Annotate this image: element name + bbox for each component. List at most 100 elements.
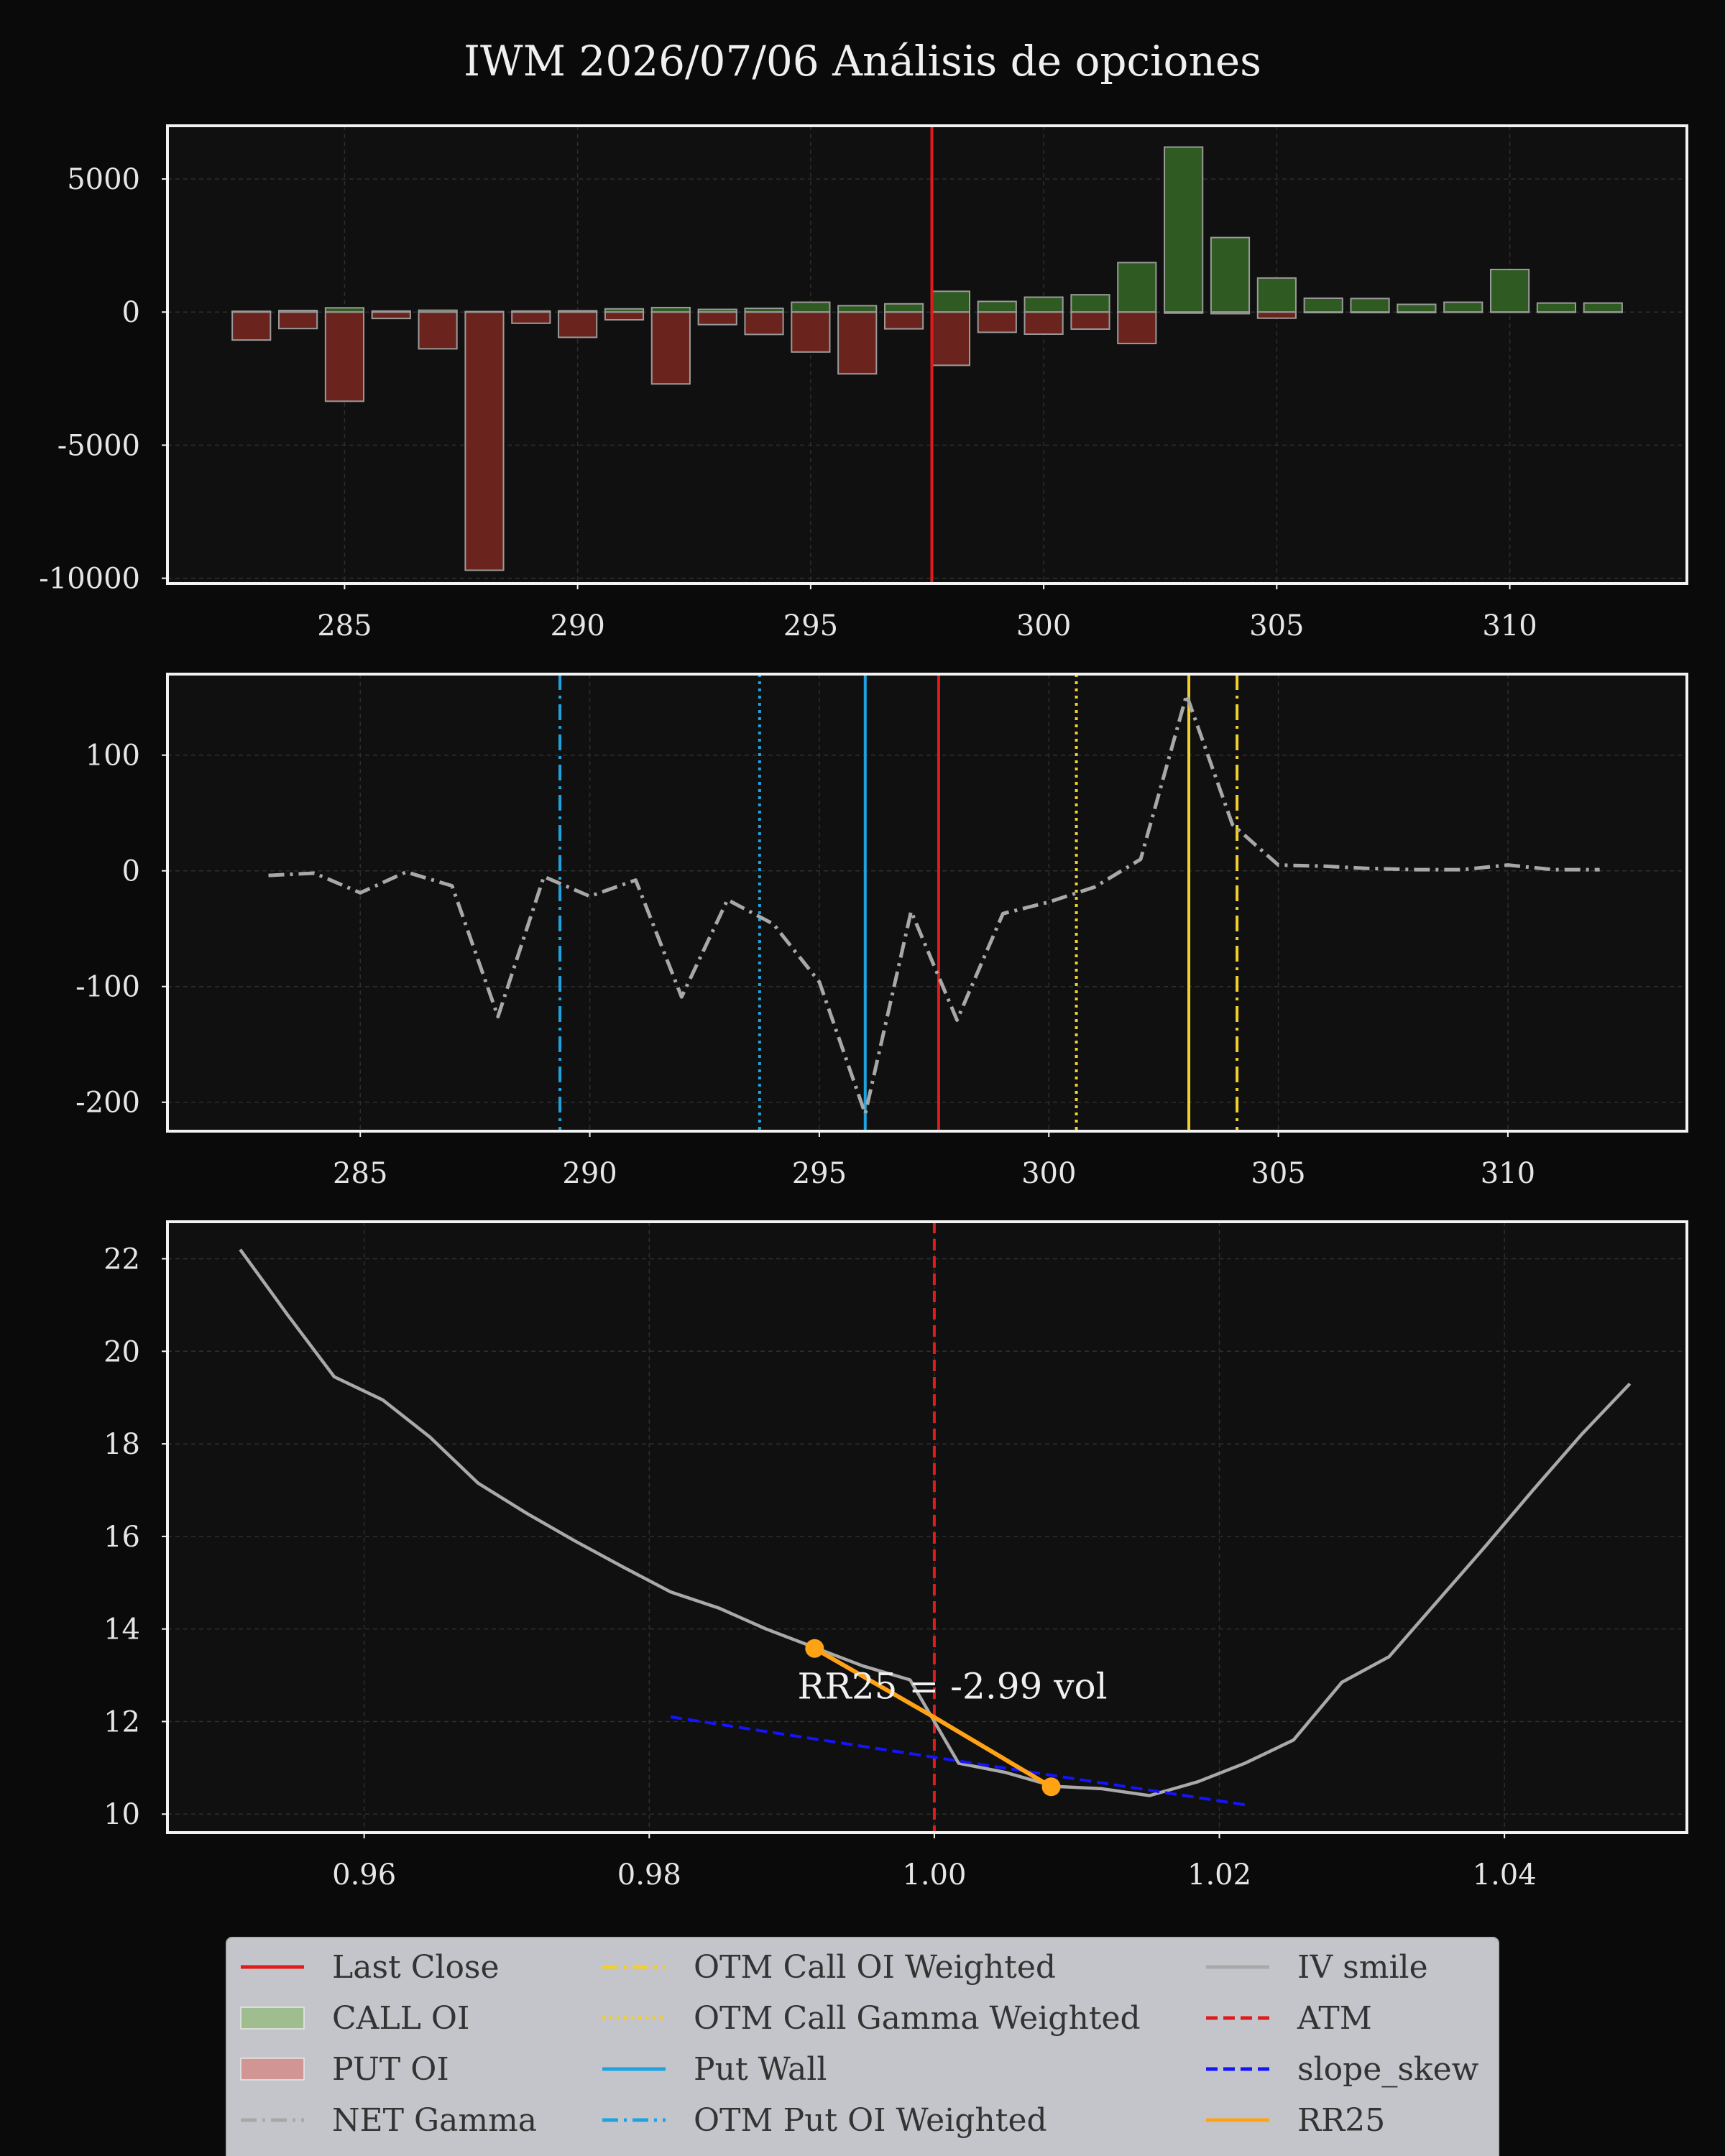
grid [167, 1222, 1687, 1833]
axes-background [167, 674, 1687, 1131]
x-tick-label: 285 [317, 609, 372, 642]
rr25-point [1041, 1777, 1061, 1797]
call-oi-bar [1303, 297, 1343, 313]
legend-item: OTM Call OI Weighted [602, 1949, 1056, 1986]
legend-label: OTM Call OI Weighted [694, 1949, 1056, 1986]
call-oi-bar [837, 305, 878, 313]
put-oi-bar [744, 311, 784, 336]
put-oi-bar [371, 311, 411, 320]
axes-background [167, 1222, 1687, 1833]
axes-frame [166, 673, 1688, 1133]
rr25-line [813, 1646, 1053, 1789]
put-oi-bar [791, 311, 831, 353]
x-tick-label: 305 [1249, 609, 1304, 642]
call-oi-bar [930, 290, 971, 313]
panel-iv-smile: 0.96 0.98 1.00 1.02 1.04 22 20 18 16 14 12 10 RR25 =… [104, 1220, 1688, 1892]
panel-net-gamma: 285 290 295 300 305 310 100 0 -100 -200 [75, 673, 1688, 1190]
legend-item: ATM [1206, 2000, 1372, 2037]
legend-swatch [240, 2058, 305, 2081]
call-oi-bar [791, 301, 831, 313]
axes-background [167, 126, 1687, 584]
legend-label: OTM Put OI Weighted [694, 2102, 1047, 2139]
legend-item: Put Wall [602, 2051, 827, 2088]
call-oi-bar [1024, 296, 1064, 313]
put-oi-bar [1164, 311, 1204, 314]
put-oi-bar [650, 311, 691, 385]
x-tick-label: 285 [333, 1157, 387, 1190]
y-tick-label: -200 [75, 1087, 140, 1120]
put-oi-bar [511, 311, 551, 324]
put-oi-bar [558, 311, 598, 338]
y-tick-label: 16 [104, 1521, 140, 1554]
put-oi-bar [1210, 311, 1251, 315]
call-oi-bar [1536, 302, 1577, 313]
put-oi-bar [418, 311, 458, 350]
put-oi-bar [1117, 311, 1157, 344]
call-oi-bar [977, 300, 1017, 313]
call-oi-bar [1583, 302, 1623, 313]
panels: 285 290 295 300 305 310 5000 0 -5000 -10000 285 290… [39, 124, 1688, 1892]
call-oi-bar [1117, 262, 1157, 313]
y-tick-label: -100 [75, 971, 140, 1004]
legend-item: NET Gamma [241, 2102, 537, 2139]
x-tick-label: 1.02 [1187, 1858, 1251, 1892]
put-oi-bar [277, 311, 318, 330]
legend-item: CALL OI [240, 2000, 469, 2037]
x-tick-label: 305 [1251, 1157, 1305, 1190]
put-oi-bar [1350, 311, 1390, 313]
call-oi-bar [1443, 301, 1484, 313]
call-oi-bar [1489, 268, 1530, 313]
legend-label: ATM [1297, 2000, 1372, 2037]
y-tick-label: 10 [104, 1798, 140, 1831]
y-tick-label: 100 [86, 740, 140, 773]
x-tick-label: 290 [550, 609, 604, 642]
legend-item: PUT OI [240, 2051, 449, 2088]
put-oi-bar [1070, 311, 1110, 330]
y-tick-label: 14 [104, 1613, 140, 1646]
legend-item: OTM Put OI Weighted [602, 2102, 1047, 2139]
call-oi-bar [1397, 303, 1437, 313]
put-oi-bar [231, 311, 272, 341]
rr25-annotation: RR25 = -2.99 vol [798, 1665, 1108, 1707]
legend-label: NET Gamma [332, 2102, 537, 2139]
axes-frame [166, 124, 1688, 585]
legend-label: OTM Call Gamma Weighted [694, 2000, 1141, 2037]
x-tick-label: 300 [1021, 1157, 1076, 1190]
call-oi-bar [1070, 294, 1110, 313]
x-tick-label: 310 [1482, 609, 1537, 642]
legend-label: CALL OI [332, 2000, 469, 2037]
legend-item: Last Close [241, 1949, 500, 1986]
chart-title: IWM 2026/07/06 Análisis de opciones [464, 37, 1261, 86]
legend-label: Last Close [332, 1949, 500, 1986]
x-tick-label: 1.00 [902, 1858, 966, 1892]
put-oi-bar [1303, 311, 1343, 313]
panel-open-interest: 285 290 295 300 305 310 5000 0 -5000 -10000 [39, 124, 1688, 642]
x-tick-label: 295 [783, 609, 838, 642]
x-tick-label: 0.96 [332, 1858, 396, 1892]
call-oi-bar [1350, 298, 1390, 313]
call-oi-bar [1210, 236, 1251, 313]
net-gamma-line [268, 693, 1600, 1116]
y-tick-label: 5000 [67, 163, 140, 196]
x-tick-label: 295 [792, 1157, 847, 1190]
legend-label: IV smile [1297, 1949, 1428, 1986]
legend-swatch [240, 2007, 305, 2030]
legend-label: slope_skew [1297, 2051, 1479, 2088]
put-oi-bar [930, 311, 971, 367]
y-tick-label: -5000 [58, 429, 140, 462]
put-oi-bar [1256, 311, 1297, 319]
legend-item: OTM Call Gamma Weighted [602, 2000, 1141, 2037]
legend-label: Put Wall [694, 2051, 827, 2088]
legend-label: RR25 [1297, 2102, 1385, 2139]
y-tick-label: 20 [104, 1335, 140, 1368]
y-tick-label: 18 [104, 1428, 140, 1461]
put-oi-bar [977, 311, 1017, 333]
put-oi-bar [324, 311, 365, 402]
x-tick-label: 300 [1016, 609, 1071, 642]
rr25-point [805, 1639, 824, 1658]
y-tick-label: 12 [104, 1705, 140, 1738]
put-oi-bar [464, 311, 505, 571]
legend: Last Close CALL OI PUT OI NET Gamma OTM Call… [226, 1937, 1499, 2156]
legend-item: slope_skew [1206, 2051, 1479, 2088]
